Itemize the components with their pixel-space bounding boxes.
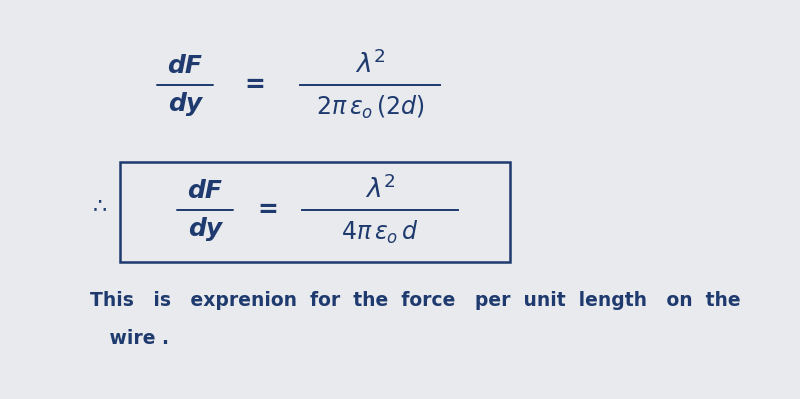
Text: ∴: ∴ xyxy=(93,196,107,216)
Text: $2\pi\,\varepsilon_o\,(2d)$: $2\pi\,\varepsilon_o\,(2d)$ xyxy=(315,93,425,120)
Text: This   is   exprenion  for  the  force   per  unit  length   on  the: This is exprenion for the force per unit… xyxy=(90,290,741,310)
Text: =: = xyxy=(258,198,278,222)
Text: $\lambda^2$: $\lambda^2$ xyxy=(354,51,386,79)
Text: wire .: wire . xyxy=(90,328,169,348)
Text: dy: dy xyxy=(188,217,222,241)
Bar xyxy=(120,162,510,262)
Text: dF: dF xyxy=(187,179,222,203)
Text: dy: dy xyxy=(168,92,202,116)
Text: $4\pi\,\varepsilon_o\,d$: $4\pi\,\varepsilon_o\,d$ xyxy=(341,218,419,246)
Text: $\lambda^2$: $\lambda^2$ xyxy=(365,176,395,204)
Text: =: = xyxy=(245,73,266,97)
Text: dF: dF xyxy=(167,54,202,78)
